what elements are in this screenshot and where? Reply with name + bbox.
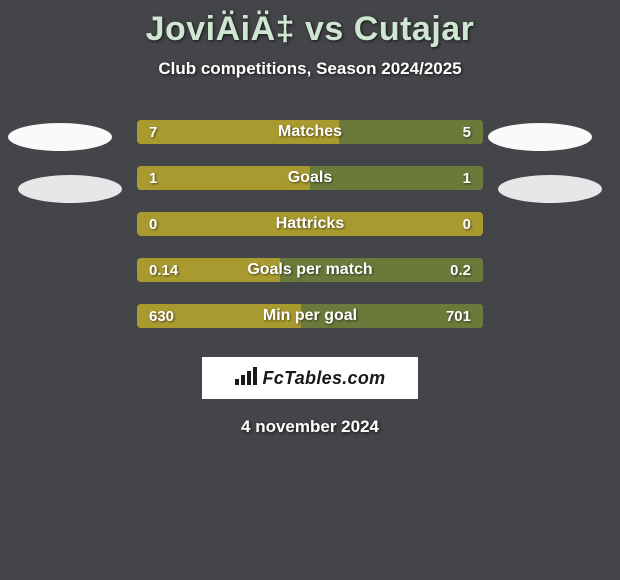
page-root: JoviÄiÄ‡ vs Cutajar Club competitions, S… xyxy=(0,0,620,580)
brand-text: FcTables.com xyxy=(263,368,386,389)
stat-right-value: 5 xyxy=(463,120,471,144)
stat-row: 630Min per goal701 xyxy=(0,293,620,339)
header-area: JoviÄiÄ‡ vs Cutajar Club competitions, S… xyxy=(0,0,620,79)
brand-badge: FcTables.com xyxy=(202,357,418,399)
stat-name: Matches xyxy=(137,120,483,144)
side-ellipse xyxy=(8,123,112,151)
stat-bar: 0.14Goals per match0.2 xyxy=(137,258,483,282)
stat-bar: 7Matches5 xyxy=(137,120,483,144)
stat-right-value: 701 xyxy=(446,304,471,328)
footer-area: FcTables.com 4 november 2024 xyxy=(0,357,620,437)
stat-row: 0Hattricks0 xyxy=(0,201,620,247)
stat-name: Goals per match xyxy=(137,258,483,282)
brand-chart-icon xyxy=(235,367,263,390)
page-title: JoviÄiÄ‡ vs Cutajar xyxy=(0,10,620,49)
stat-bar: 630Min per goal701 xyxy=(137,304,483,328)
stat-row: 0.14Goals per match0.2 xyxy=(0,247,620,293)
side-ellipse xyxy=(18,175,122,203)
side-ellipse xyxy=(498,175,602,203)
stat-bar: 1Goals1 xyxy=(137,166,483,190)
stat-name: Min per goal xyxy=(137,304,483,328)
stat-right-value: 1 xyxy=(463,166,471,190)
footer-date: 4 november 2024 xyxy=(0,417,620,437)
stat-bar: 0Hattricks0 xyxy=(137,212,483,236)
side-ellipse xyxy=(488,123,592,151)
stat-name: Hattricks xyxy=(137,212,483,236)
stat-name: Goals xyxy=(137,166,483,190)
stat-right-value: 0.2 xyxy=(450,258,471,282)
page-subtitle: Club competitions, Season 2024/2025 xyxy=(0,59,620,79)
stat-right-value: 0 xyxy=(463,212,471,236)
